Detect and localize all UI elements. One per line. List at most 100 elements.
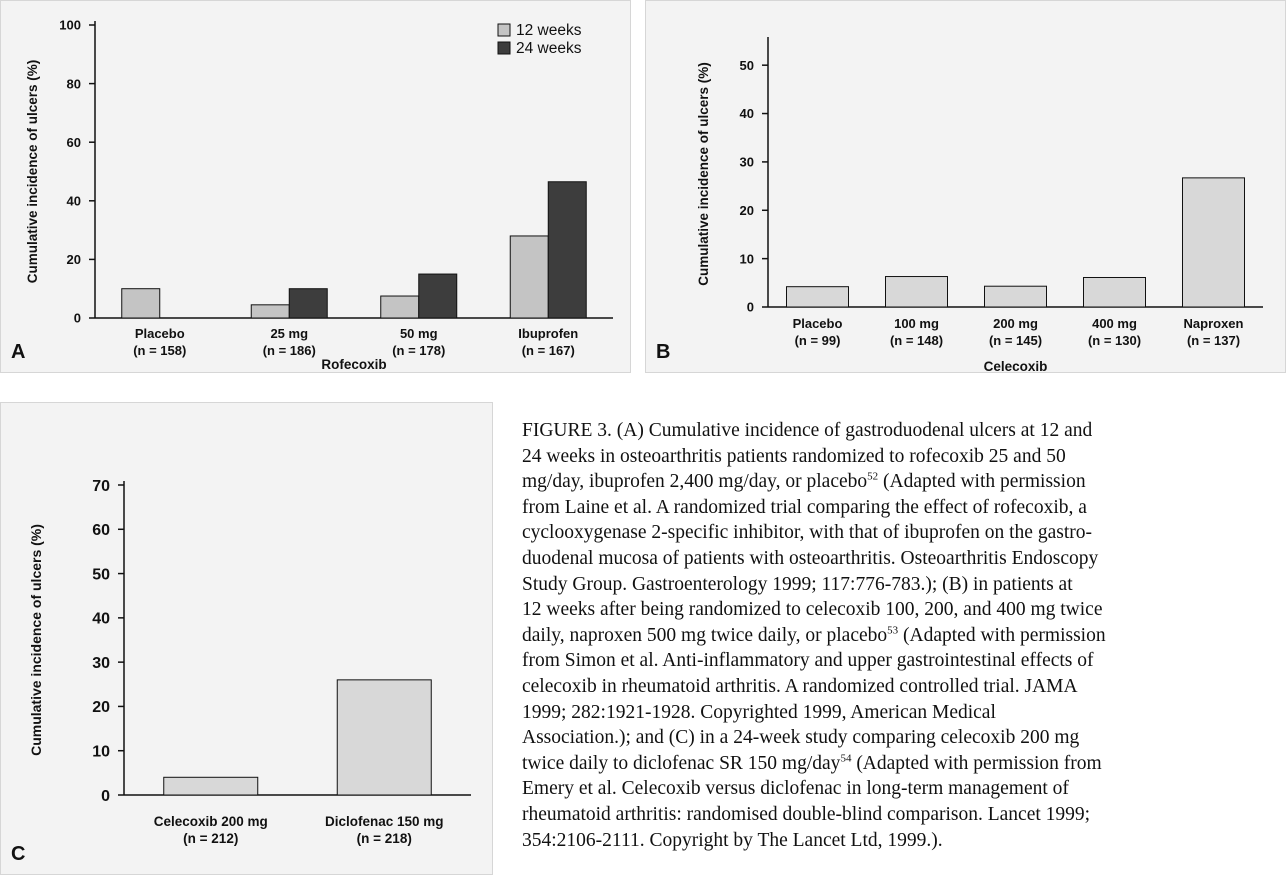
y-tick-label: 0 [74, 311, 81, 326]
y-tick-label: 0 [747, 300, 754, 315]
y-axis-title: Cumulative incidence of ulcers (%) [696, 62, 711, 286]
x-tick-sample-size: (n = 158) [133, 343, 186, 358]
bar [1182, 177, 1245, 308]
panel-letter-c: C [11, 843, 26, 865]
y-tick-label: 100 [59, 18, 81, 33]
y-tick-label: 0 [101, 788, 110, 805]
x-tick-label: Diclofenac 150 mg [325, 814, 444, 829]
x-tick-sample-size: (n = 218) [357, 831, 412, 846]
y-tick-label: 60 [67, 135, 81, 150]
x-tick-label: Naproxen [1184, 316, 1244, 331]
x-tick-label: 200 mg [993, 316, 1038, 331]
x-tick-label: Ibuprofen [518, 326, 578, 341]
chart-b: 0 10 20 30 40 50 Cumulative incidence of ulcer… [696, 37, 1263, 374]
caption-line: 354:2106-2111. Copyright by The Lancet L… [522, 829, 943, 851]
x-axis-title: Rofecoxib [321, 357, 386, 372]
y-tick-label: 40 [92, 611, 110, 628]
reference-superscript: 54 [840, 752, 852, 765]
x-tick-label: 25 mg [270, 326, 308, 341]
bar [121, 288, 161, 319]
x-tick-sample-size: (n = 212) [183, 831, 238, 846]
caption-text: (Adapted with permission from [851, 752, 1102, 774]
caption-line: daily, naproxen 500 mg twice daily, or p… [522, 623, 1286, 649]
y-axis-title: Cumulative incidence of ulcers (%) [25, 60, 40, 284]
legend-label: 12 weeks [516, 22, 582, 39]
y-tick-label: 70 [92, 478, 110, 495]
y-tick-label: 20 [67, 252, 81, 267]
y-tick-label: 10 [92, 743, 110, 760]
x-tick-sample-size: (n = 145) [989, 333, 1042, 348]
legend-label: 24 weeks [516, 40, 582, 57]
bar [1083, 276, 1146, 308]
chart-a: 0 20 40 60 80 100 Cumulative incidence of ulce… [25, 18, 613, 372]
caption-line: 1999; 282:1921-1928. Copyrighted 1999, A… [522, 701, 996, 723]
caption-line: cyclooxygenase 2-specific inhibitor, wit… [522, 522, 1092, 544]
y-tick-label: 40 [740, 106, 754, 121]
caption-line: Study Group. Gastroenterology 1999; 117:… [522, 573, 1073, 595]
caption-line: from Simon et al. Anti-inflammatory and … [522, 650, 1094, 672]
bar [509, 235, 549, 319]
y-tick-label: 30 [92, 655, 110, 672]
x-axis-title: Celecoxib [984, 359, 1048, 374]
figure-caption: FIGURE 3. (A) Cumulative incidence of ga… [522, 418, 1286, 875]
panel-b: 0 10 20 30 40 50 Cumulative incidence of ulcer… [645, 0, 1286, 374]
caption-line: celecoxib in rheumatoid arthritis. A ran… [522, 675, 1078, 697]
x-tick-sample-size: (n = 167) [522, 343, 575, 358]
bar [250, 304, 290, 319]
caption-line: rheumatoid arthritis: randomised double-… [522, 803, 1091, 825]
caption-line: duodenal mucosa of patients with osteoar… [522, 547, 1099, 569]
y-tick-label: 30 [740, 155, 754, 170]
x-tick-sample-size: (n = 137) [1187, 333, 1240, 348]
x-tick-sample-size: (n = 186) [263, 343, 316, 358]
x-tick-label: Celecoxib 200 mg [154, 814, 268, 829]
y-axis-title: Cumulative incidence of ulcers (%) [28, 524, 44, 756]
bar [336, 679, 432, 796]
bar [885, 276, 948, 308]
caption-line: Association.); and (C) in a 24-week stud… [522, 727, 1080, 749]
x-tick-label: 400 mg [1092, 316, 1137, 331]
x-tick-label: 50 mg [400, 326, 438, 341]
legend-swatch [497, 41, 511, 55]
x-tick-label: Placebo [135, 326, 185, 341]
x-tick-sample-size: (n = 130) [1088, 333, 1141, 348]
caption-line: twice daily to diclofenac SR 150 mg/day5… [522, 751, 1286, 777]
caption-text: daily, naproxen 500 mg twice daily, or p… [522, 624, 888, 646]
bar [380, 295, 420, 319]
y-tick-label: 40 [67, 193, 81, 208]
y-tick-label: 50 [92, 566, 110, 583]
y-tick-label: 80 [67, 76, 81, 91]
bar [418, 273, 458, 319]
caption-text: twice daily to diclofenac SR 150 mg/day [522, 752, 841, 774]
y-tick-label: 50 [740, 58, 754, 73]
caption-line: mg/day, ibuprofen 2,400 mg/day, or place… [522, 469, 1286, 495]
panel-a: 0 20 40 60 80 100 Cumulative incidence of ulce… [0, 0, 631, 373]
x-tick-sample-size: (n = 99) [795, 333, 841, 348]
bar [786, 286, 849, 308]
panel-c: 0 10 20 30 40 50 60 70 Cumulative incidence of u… [0, 402, 493, 875]
caption-line: FIGURE 3. (A) Cumulative incidence of ga… [522, 420, 1093, 441]
reference-superscript: 53 [887, 624, 899, 637]
bar [547, 181, 587, 319]
chart-c: 0 10 20 30 40 50 60 70 Cumulative incidence of u… [28, 478, 471, 846]
caption-text: (Adapted with permission [898, 624, 1106, 646]
caption-line: 12 weeks after being randomized to celec… [522, 599, 1103, 621]
bar [163, 776, 259, 796]
y-tick-label: 20 [92, 699, 110, 716]
reference-superscript: 52 [867, 470, 879, 483]
bar [984, 285, 1047, 308]
caption-line: Emery et al. Celecoxib versus diclofenac… [522, 778, 1069, 800]
y-tick-label: 60 [92, 522, 110, 539]
x-tick-sample-size: (n = 148) [890, 333, 943, 348]
bar [288, 288, 328, 319]
panel-letter-a: A [11, 341, 26, 363]
caption-line: from Laine et al. A randomized trial com… [522, 496, 1087, 518]
x-tick-sample-size: (n = 178) [392, 343, 445, 358]
y-tick-label: 10 [740, 251, 754, 266]
caption-text: (Adapted with permission [878, 471, 1086, 493]
y-tick-label: 20 [740, 203, 754, 218]
caption-text: mg/day, ibuprofen 2,400 mg/day, or place… [522, 471, 868, 493]
caption-line: 24 weeks in osteoarthritis patients rand… [522, 445, 1066, 467]
x-tick-label: Placebo [793, 316, 843, 331]
panel-letter-b: B [656, 341, 671, 363]
x-tick-label: 100 mg [894, 316, 939, 331]
